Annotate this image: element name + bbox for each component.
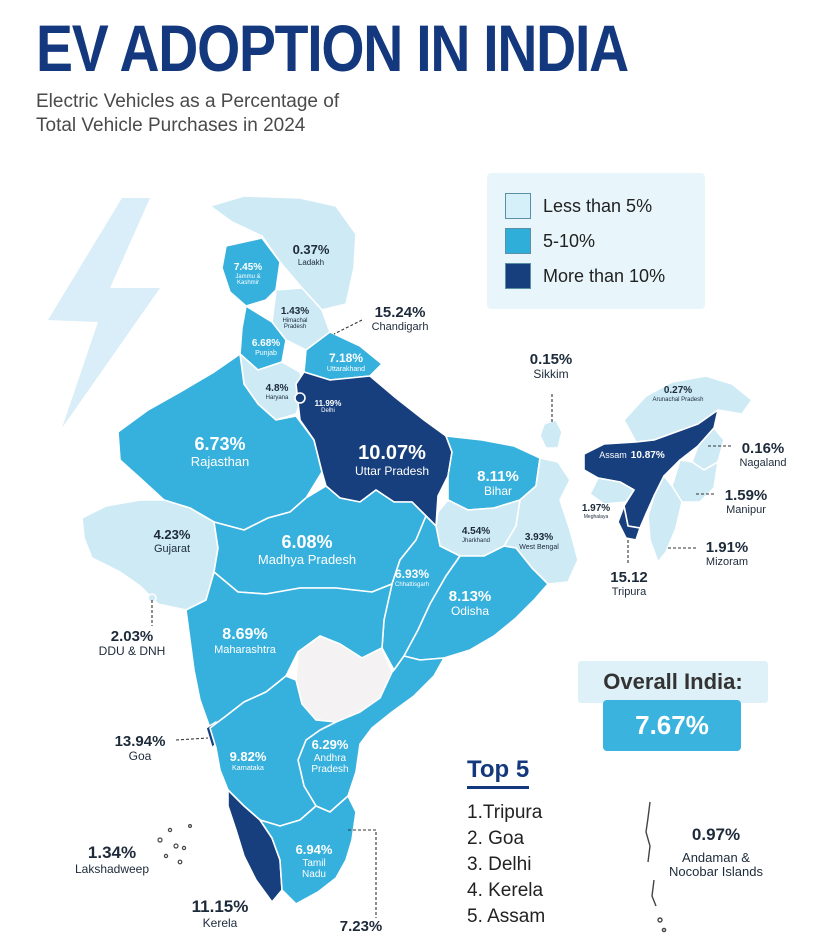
label-tripura: 15.12 Tripura — [610, 569, 648, 599]
label-tn: 6.94% Tamil Nadu — [295, 842, 333, 881]
label-andaman: 0.97% Andaman & Nocobar Islands — [669, 825, 763, 880]
region-tn[interactable] — [259, 795, 357, 905]
map-legend: Less than 5% 5-10% More than 10% — [487, 173, 705, 309]
label-bihar: 8.11% Bihar — [477, 468, 519, 499]
label-assam: Assam 10.87% — [599, 450, 665, 461]
top5-item: 1.Tripura — [467, 802, 543, 823]
lakshadweep-islands — [157, 823, 193, 865]
region-delhi[interactable] — [294, 392, 306, 404]
label-manipur: 1.59% Manipur — [724, 487, 768, 517]
region-odisha[interactable] — [403, 545, 549, 661]
overall-india-value: 7.67% — [603, 700, 741, 751]
legend-swatch-low — [505, 193, 531, 219]
label-ddu: 2.03% DDU & DNH — [98, 628, 166, 659]
legend-swatch-high — [505, 263, 531, 289]
region-gujarat[interactable] — [81, 499, 219, 611]
label-ap: 6.29% Andhra Pradesh — [311, 737, 349, 776]
legend-item-mid: 5-10% — [505, 228, 595, 254]
label-kerala: 11.15% Kerela — [191, 897, 249, 930]
subtitle-line-2: Total Vehicle Purchases in 2024 — [36, 115, 306, 136]
top5-title: Top 5 — [467, 756, 530, 789]
region-tripura[interactable] — [617, 505, 641, 541]
label-jharkhand: 4.54% Jharkhand — [461, 526, 491, 544]
label-ladakh: 0.37% Ladakh — [292, 242, 330, 267]
label-jk: 7.45% Jammu & Kashmir — [233, 262, 263, 287]
label-delhi: 11.99% Delhi — [314, 399, 342, 415]
label-mp: 6.08% Madhya Pradesh — [257, 532, 357, 567]
top5-item: 3. Delhi — [467, 854, 532, 875]
label-maharashtra: 8.69% Maharashtra — [214, 626, 276, 657]
top5-item: 5. Assam — [467, 906, 546, 927]
region-meghalaya[interactable] — [589, 477, 635, 505]
legend-item-low: Less than 5% — [505, 193, 652, 219]
leader-lines — [151, 319, 732, 918]
label-karnataka: 9.82% Karnataka — [229, 749, 267, 772]
label-arunachal: 0.27% Arunachal Pradesh — [652, 385, 704, 403]
legend-label-low: Less than 5% — [543, 195, 653, 216]
label-mizoram: 1.91% Mizoram — [705, 539, 749, 569]
label-up: 10.07% Uttar Pradesh — [354, 442, 430, 478]
legend-label-high: More than 10% — [543, 265, 666, 286]
legend-label-mid: 5-10% — [543, 230, 596, 251]
region-sikkim[interactable] — [539, 419, 563, 449]
label-hp: 1.43% Himachal Pradesh — [280, 306, 310, 331]
top5-item: 2. Goa — [467, 828, 525, 849]
label-rajasthan: 6.73% Rajasthan — [190, 434, 250, 469]
label-uttarakhand: 7.18% Uttarakhand — [326, 351, 366, 373]
legend-item-high: More than 10% — [505, 263, 665, 289]
label-chhattisgarh: 6.93% Chhattisgarh — [394, 567, 430, 588]
label-chandigarh: 15.24% Chandigarh — [371, 304, 429, 334]
lightning-bolt-icon — [48, 198, 160, 428]
label-haryana: 4.8% Haryana — [265, 383, 289, 401]
subtitle-line-1: Electric Vehicles as a Percentage of — [36, 91, 340, 112]
region-mizoram[interactable] — [647, 475, 683, 563]
label-punjab: 6.68% Punjab — [251, 338, 281, 357]
top5-item: 4. Kerela — [467, 880, 544, 901]
top5-list: 1.Tripura 2. Goa 3. Delhi 4. Kerela 5. A… — [467, 800, 545, 930]
label-wb: 3.93% West Bengal — [519, 532, 559, 551]
legend-swatch-mid — [505, 228, 531, 254]
label-gujarat: 4.23% Gujarat — [153, 527, 191, 555]
region-kerala[interactable] — [227, 789, 283, 903]
label-nagaland: 0.16% Nagaland — [739, 440, 787, 470]
andaman-islands — [645, 801, 667, 933]
label-odisha: 8.13% Odisha — [448, 588, 492, 619]
subtitle: Electric Vehicles as a Percentage of Tot… — [36, 90, 339, 138]
page-title: EV ADOPTION IN INDIA — [36, 11, 629, 85]
region-ladakh[interactable] — [209, 195, 357, 311]
label-lakshadweep: 1.34% Lakshadweep — [74, 843, 150, 876]
overall-india-label: Overall India: — [578, 661, 768, 703]
label-goa: 13.94% Goa — [114, 733, 166, 764]
region-jk[interactable] — [221, 237, 281, 307]
label-meghalaya: 1.97% Meghalaya — [581, 503, 611, 520]
label-sikkim: 0.15% Sikkim — [529, 351, 573, 382]
label-puducherry: 7.23% — [339, 918, 383, 935]
